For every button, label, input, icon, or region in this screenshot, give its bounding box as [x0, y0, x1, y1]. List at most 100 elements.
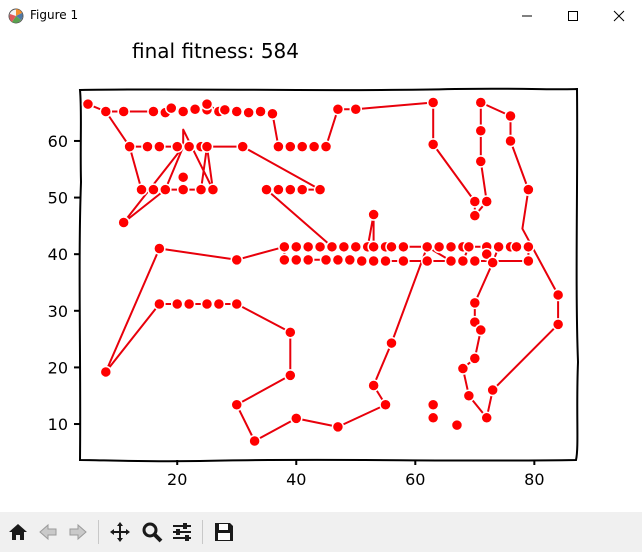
city-point: [230, 398, 243, 412]
fitness-value: 584: [261, 39, 299, 63]
city-point: [242, 106, 255, 119]
city-point: [319, 253, 333, 267]
city-point: [99, 365, 113, 379]
city-point: [468, 195, 482, 208]
city-point: [81, 97, 95, 111]
city-point: [522, 254, 535, 268]
city-point: [480, 195, 493, 208]
city-point: [313, 240, 327, 254]
city-point: [307, 140, 321, 153]
save-button[interactable]: [210, 518, 238, 546]
city-point: [290, 253, 303, 267]
back-arrow-icon: [39, 523, 57, 541]
city-point: [367, 240, 380, 254]
city-point: [397, 240, 410, 254]
zoom-button[interactable]: [138, 518, 166, 546]
city-point: [266, 107, 279, 121]
city-point: [385, 336, 398, 350]
y-tick-label: 20: [48, 358, 68, 377]
city-point: [200, 140, 214, 153]
toolbar-separator: [98, 520, 99, 544]
city-point: [426, 96, 440, 109]
city-point: [450, 418, 464, 432]
home-icon: [9, 524, 27, 540]
chart-title-prefix: final fitness:: [132, 39, 261, 63]
configure-subplots-button[interactable]: [168, 518, 196, 546]
city-point: [254, 105, 267, 118]
city-point: [176, 170, 190, 184]
x-tick-label: 60: [405, 470, 425, 489]
city-point: [367, 208, 380, 221]
city-point: [278, 240, 291, 254]
city-point: [468, 352, 482, 365]
city-point: [432, 240, 446, 254]
city-point: [153, 140, 166, 153]
city-point: [153, 297, 166, 311]
city-point: [284, 183, 297, 196]
pan-button[interactable]: [106, 518, 134, 546]
maximize-icon: [568, 11, 578, 21]
city-point: [367, 379, 380, 392]
city-point: [313, 183, 327, 196]
minimize-icon: [522, 15, 532, 17]
city-point: [480, 247, 493, 261]
city-point: [319, 140, 333, 153]
city-point: [343, 253, 357, 267]
y-tick-label: 60: [48, 132, 68, 151]
axes-frame: [78, 87, 580, 463]
city-point: [420, 254, 434, 268]
city-point: [200, 297, 214, 311]
city-point: [492, 240, 505, 254]
city-point: [325, 240, 339, 254]
figure-canvas: final fitness: 584 20 40 60 80 10 20 30 40 50 60: [0, 32, 642, 512]
city-point: [182, 140, 196, 153]
maximize-button[interactable]: [550, 0, 596, 32]
city-point: [522, 183, 535, 196]
city-point: [135, 183, 148, 196]
forward-button[interactable]: [64, 518, 92, 546]
city-point: [420, 240, 434, 254]
city-point: [248, 434, 261, 448]
city-point: [290, 240, 303, 254]
y-tick-label: 50: [48, 189, 68, 208]
city-point: [260, 183, 273, 196]
pan-icon: [110, 522, 130, 542]
city-point: [474, 124, 488, 138]
y-tick-label: 10: [48, 415, 68, 434]
city-point: [230, 105, 243, 118]
city-point: [99, 105, 113, 118]
city-point: [486, 383, 499, 397]
city-point: [331, 253, 345, 267]
city-point: [272, 183, 285, 196]
city-point: [153, 242, 166, 255]
route-chart: final fitness: 584 20 40 60 80 10 20 30 40 50 60: [48, 39, 580, 489]
city-point: [480, 411, 493, 425]
back-button[interactable]: [34, 518, 62, 546]
city-point: [301, 240, 315, 254]
minimize-button[interactable]: [504, 0, 550, 32]
city-point: [504, 109, 517, 123]
city-point: [182, 297, 196, 311]
city-point: [337, 240, 351, 254]
city-point: [426, 398, 440, 412]
city-point: [159, 183, 172, 196]
city-point: [236, 140, 249, 153]
city-point: [218, 103, 232, 117]
city-point: [301, 253, 315, 267]
city-point: [385, 240, 398, 254]
close-icon: [613, 10, 625, 22]
city-point: [426, 411, 440, 425]
city-point: [230, 253, 243, 267]
city-point: [379, 398, 392, 412]
city-point: [200, 97, 214, 111]
city-point: [212, 297, 226, 311]
city-point: [176, 105, 190, 118]
close-button[interactable]: [596, 0, 642, 32]
home-button[interactable]: [4, 518, 32, 546]
city-point: [284, 326, 297, 339]
city-point: [474, 96, 488, 109]
city-markers: [81, 96, 565, 448]
city-point: [230, 297, 243, 311]
zoom-icon: [142, 522, 163, 543]
city-point: [170, 140, 184, 153]
